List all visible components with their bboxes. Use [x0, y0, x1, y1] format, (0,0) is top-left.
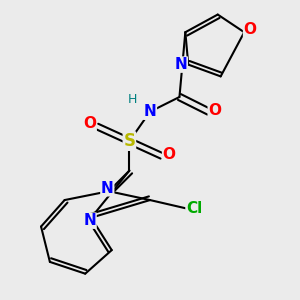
Text: Cl: Cl: [186, 201, 202, 216]
Text: O: O: [244, 22, 256, 37]
Text: O: O: [83, 116, 96, 131]
Text: H: H: [128, 93, 137, 106]
Text: N: N: [175, 57, 187, 72]
Text: N: N: [83, 213, 96, 228]
Text: N: N: [101, 181, 114, 196]
Text: N: N: [144, 104, 156, 119]
Text: O: O: [163, 147, 176, 162]
Text: O: O: [208, 103, 221, 118]
Text: S: S: [123, 132, 135, 150]
